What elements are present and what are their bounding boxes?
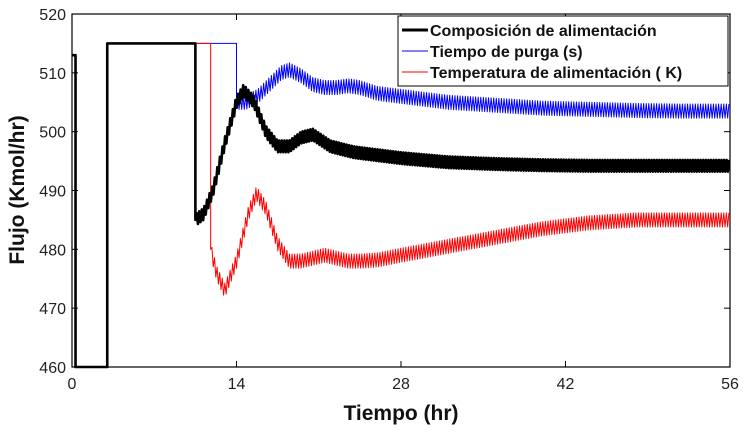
x-tick-label-2: 28 (392, 376, 410, 393)
x-tick-label-3: 42 (557, 376, 575, 393)
series-line-2 (72, 42, 730, 368)
legend-label-temperatura: Temperatura de alimentación ( K) (430, 65, 682, 82)
legend-entry-tiempo-purga: Tiempo de purga (s) (402, 44, 583, 61)
legend-label-composicion: Composición de alimentación (430, 23, 657, 40)
x-tick-label-4: 56 (721, 376, 739, 393)
tick-layer: 0 14 28 42 56 460 470 480 490 500 510 520 (39, 7, 739, 393)
y-tick-label-5: 510 (39, 66, 66, 83)
x-tick-label-1: 14 (228, 376, 246, 393)
y-tick-label-1: 470 (39, 301, 66, 318)
y-tick-label-2: 480 (39, 242, 66, 259)
series-layer (70, 42, 731, 369)
legend-entry-temperatura: Temperatura de alimentación ( K) (402, 65, 682, 82)
legend: Composición de alimentación Tiempo de pu… (397, 15, 729, 87)
y-tick-label-0: 460 (39, 360, 66, 377)
x-axis-title: Tiempo (hr) (343, 402, 458, 425)
x-tick-label-0: 0 (68, 376, 77, 393)
series-line-1 (72, 42, 730, 368)
y-tick-label-6: 520 (39, 7, 66, 24)
legend-box (397, 15, 729, 87)
y-axis-title: Flujo (Kmol/hr) (6, 115, 29, 264)
y-tick-label-3: 490 (39, 184, 66, 201)
plot-frame (71, 13, 731, 368)
y-tick-label-4: 500 (39, 125, 66, 142)
legend-label-tiempo-purga: Tiempo de purga (s) (430, 44, 583, 61)
legend-entry-composicion: Composición de alimentación (402, 23, 657, 40)
series-line-0 (70, 42, 731, 369)
